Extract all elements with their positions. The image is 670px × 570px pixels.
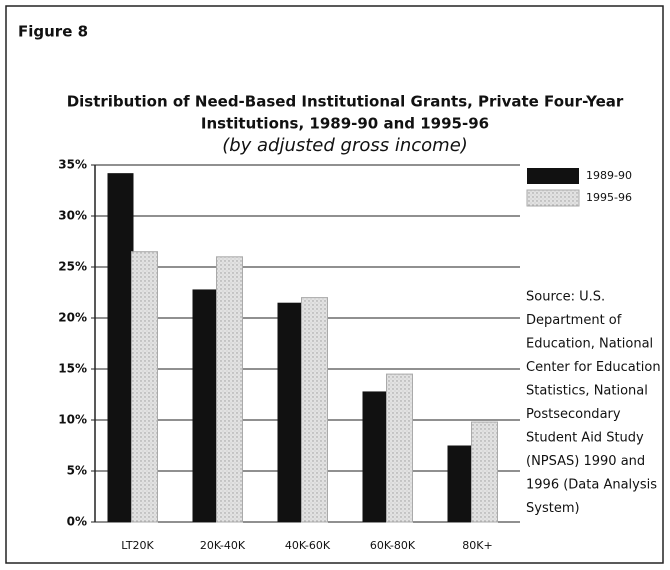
y-tick-label: 30% — [58, 209, 87, 223]
bar — [447, 445, 474, 522]
chart-title: Distribution of Need-Based Institutional… — [67, 93, 624, 111]
x-tick-label: 20K-40K — [200, 539, 246, 552]
legend-label: 1995-96 — [586, 191, 632, 204]
legend-label: 1989-90 — [586, 169, 632, 182]
source-note: Education, National — [526, 337, 653, 352]
source-note: (NPSAS) 1990 and — [526, 454, 645, 469]
y-tick-label: 25% — [58, 260, 87, 274]
bar — [301, 297, 328, 523]
x-tick-label: 40K-60K — [285, 539, 331, 552]
x-tick-label: 80K+ — [462, 539, 492, 552]
source-note: Postsecondary — [526, 407, 621, 422]
figure-label: Figure 8 — [18, 23, 88, 41]
chart-subtitle: (by adjusted gross income) — [222, 135, 468, 156]
bar — [216, 256, 243, 523]
bar — [277, 302, 304, 522]
bar — [107, 173, 134, 522]
bar — [471, 421, 498, 523]
x-tick-label: 60K-80K — [370, 539, 416, 552]
y-tick-label: 5% — [67, 464, 87, 478]
source-note: Center for Education — [526, 360, 661, 375]
y-tick-label: 10% — [58, 413, 87, 427]
bar — [192, 289, 219, 522]
x-tick-label: LT20K — [121, 539, 154, 552]
source-note: Department of — [526, 313, 622, 328]
source-note: Source: U.S. — [526, 290, 605, 305]
y-tick-label: 35% — [58, 158, 87, 172]
frame — [5, 5, 664, 564]
bar — [362, 391, 389, 522]
source-note: Statistics, National — [526, 384, 648, 399]
bar — [131, 251, 158, 523]
source-note: System) — [526, 501, 580, 516]
source-note: Student Aid Study — [526, 431, 644, 446]
chart-title: Institutions, 1989-90 and 1995-96 — [201, 115, 489, 133]
bar — [386, 373, 413, 523]
legend-swatch — [526, 189, 580, 207]
source-note: 1996 (Data Analysis — [526, 478, 657, 493]
y-tick-label: 15% — [58, 362, 87, 376]
legend-swatch — [527, 168, 579, 184]
y-tick-label: 20% — [58, 311, 87, 325]
y-tick-label: 0% — [67, 515, 87, 529]
